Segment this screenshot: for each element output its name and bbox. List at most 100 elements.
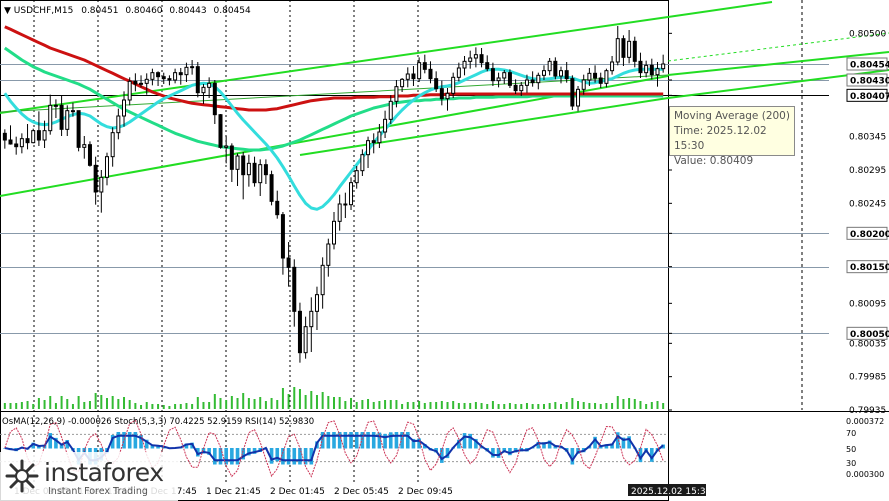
x-highlight-label: 2025.12.02 15:30 <box>631 487 712 497</box>
osma-bar <box>184 443 189 449</box>
ohlc-open: 0.80451 <box>81 6 118 16</box>
volume-bar <box>43 400 46 409</box>
instaforex-logo: instaforex Instant Forex Trading <box>0 452 178 501</box>
candle <box>632 36 637 68</box>
candle-body <box>104 156 109 178</box>
volume-bar <box>20 402 23 409</box>
candle-body <box>93 164 98 193</box>
candle-body <box>246 162 251 176</box>
candle <box>439 80 444 106</box>
candle <box>48 94 53 135</box>
candle <box>133 73 138 92</box>
candle <box>462 56 467 76</box>
volume-bar <box>650 402 653 409</box>
osma-bar <box>638 448 643 463</box>
osma-bar <box>224 448 228 465</box>
candle <box>2 129 7 149</box>
candle <box>218 114 223 149</box>
channel-line <box>0 74 669 113</box>
volume-bar <box>355 402 358 409</box>
candle <box>377 124 382 148</box>
candle-body <box>451 76 456 94</box>
candle <box>576 86 581 112</box>
volume-bar <box>401 404 404 409</box>
volume-bar <box>435 402 438 409</box>
volume-bar <box>440 401 443 409</box>
symbol-dropdown-icon[interactable]: ▼ <box>4 6 14 16</box>
candle-body <box>65 110 70 130</box>
instaforex-logo-icon <box>5 459 39 493</box>
osma-bar <box>621 437 626 449</box>
volume-bar <box>213 394 216 409</box>
volume-bar <box>361 400 364 409</box>
volume-bar <box>168 406 171 409</box>
candle-body <box>428 68 433 80</box>
candle <box>14 136 19 155</box>
candle <box>82 136 87 159</box>
candle <box>621 35 626 66</box>
channel-line <box>0 16 669 114</box>
volume-bar <box>94 393 97 409</box>
candle-body <box>82 144 87 148</box>
price-tag-label: 0.80407 <box>850 92 889 102</box>
price-tag-label: 0.80200 <box>850 230 889 240</box>
indicator-axis-label: 70 <box>846 429 856 438</box>
volume-bar <box>560 404 563 409</box>
x-tick-label: 2 Dec 09:45 <box>398 487 453 497</box>
volume-bar <box>253 399 256 409</box>
volume-bar <box>88 401 91 409</box>
volume-bar <box>378 401 381 409</box>
osma-bar <box>230 448 234 465</box>
candle <box>434 71 439 92</box>
candle <box>275 190 280 219</box>
osma-bar <box>127 432 132 449</box>
price-tag-box <box>846 88 888 102</box>
candle-body <box>144 78 149 84</box>
volume-bar <box>548 403 551 409</box>
candle-body <box>229 145 234 170</box>
candle <box>8 125 13 145</box>
candle <box>280 212 285 275</box>
candle <box>507 69 512 88</box>
volume-bar <box>111 396 114 409</box>
volume-bar <box>616 396 619 409</box>
osma-bar <box>576 448 580 454</box>
osma-bar <box>337 432 342 449</box>
candle-body <box>615 38 620 63</box>
osma-bar <box>213 448 217 465</box>
candle <box>116 108 121 140</box>
osma-bar <box>547 440 552 449</box>
osma-bar <box>417 438 421 449</box>
candle-body <box>218 114 223 148</box>
osma-bar <box>468 433 473 449</box>
volume-bar <box>372 402 375 409</box>
volume-bar <box>412 402 415 409</box>
volume-bar <box>628 398 631 409</box>
osma-bar <box>400 432 404 449</box>
volume-bar <box>406 402 409 409</box>
candle-body <box>564 70 569 80</box>
candle-body <box>473 54 478 59</box>
volume-bar <box>293 387 296 409</box>
candle <box>627 30 632 64</box>
volume-bar <box>452 401 455 409</box>
candle <box>644 60 649 78</box>
osma-bar <box>247 448 251 456</box>
x-highlight-bg <box>628 484 706 496</box>
candle <box>468 50 473 69</box>
candle <box>337 194 342 231</box>
price-tag-label: 0.80150 <box>850 263 889 273</box>
candle <box>655 62 660 87</box>
price-tag-level: 0.80430 <box>846 73 889 87</box>
candle <box>541 65 546 80</box>
volume-bar <box>179 404 182 409</box>
candle-body <box>110 132 115 158</box>
ma-fast-line <box>3 67 664 211</box>
y-tick-label: 0.80500 <box>849 29 886 39</box>
candle <box>314 286 319 330</box>
volume-bar <box>191 404 194 409</box>
volume-bar <box>350 398 353 409</box>
osma-bar <box>269 448 274 464</box>
candle-body <box>235 155 240 170</box>
